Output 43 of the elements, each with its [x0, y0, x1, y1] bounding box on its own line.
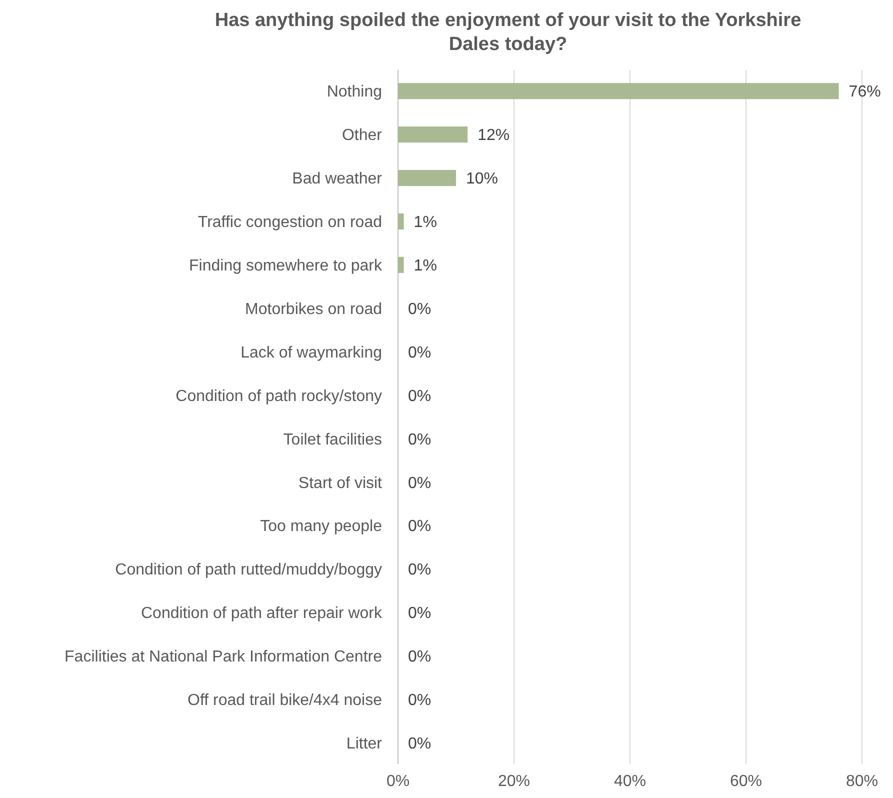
y-tick-label: Off road trail bike/4x4 noise: [188, 692, 382, 710]
data-label: 0%: [408, 562, 432, 579]
data-label: 0%: [408, 736, 432, 753]
bar: [398, 170, 456, 186]
data-label: 0%: [408, 518, 432, 536]
data-label: 0%: [408, 692, 432, 710]
x-tick-label: 40%: [614, 773, 646, 790]
x-tick-label: 80%: [846, 773, 878, 790]
bar: [398, 256, 404, 273]
data-label: 0%: [408, 648, 432, 666]
bar: [398, 213, 404, 230]
bar: [398, 83, 839, 100]
y-tick-label: Start of visit: [298, 474, 383, 492]
bar: [398, 126, 468, 143]
data-label: 0%: [408, 474, 432, 492]
y-tick-label: Lack of waymarking: [240, 344, 382, 362]
data-label: 76%: [848, 84, 881, 101]
data-label: 0%: [408, 344, 432, 362]
y-tick-label: Nothing: [326, 84, 382, 101]
x-tick-label: 20%: [498, 773, 530, 790]
chart-title: Has anything spoiled the enjoyment of your visit to the Yorkshire Dales today?: [214, 10, 802, 55]
data-label: 10%: [466, 170, 498, 188]
y-tick-label: Toilet facilities: [283, 431, 382, 448]
y-tick-label: Litter: [346, 736, 383, 753]
x-tick-label: 0%: [386, 773, 410, 790]
x-tick-label: 60%: [730, 773, 762, 790]
data-label: 0%: [408, 300, 432, 318]
data-label: 0%: [408, 431, 432, 448]
y-tick-label: Condition of path rocky/stony: [176, 388, 382, 405]
y-tick-label: Condition of path after repair work: [140, 605, 383, 622]
data-label: 1%: [414, 214, 437, 232]
y-tick-label: Too many people: [260, 518, 382, 536]
y-tick-label: Bad weather: [292, 170, 383, 188]
y-tick-label: Motorbikes on road: [245, 300, 382, 318]
data-label: 12%: [478, 127, 510, 144]
y-tick-label: Finding somewhere to park: [189, 258, 383, 274]
data-label: 0%: [408, 605, 432, 622]
data-label: 0%: [408, 388, 432, 405]
y-tick-label: Traffic congestion on road: [198, 214, 382, 232]
y-tick-label: Facilities at National Park Information Centre: [64, 648, 382, 666]
data-label: 1%: [414, 258, 437, 274]
y-tick-label: Condition of path rutted/muddy/boggy: [115, 562, 382, 579]
y-tick-label: Other: [342, 127, 383, 144]
